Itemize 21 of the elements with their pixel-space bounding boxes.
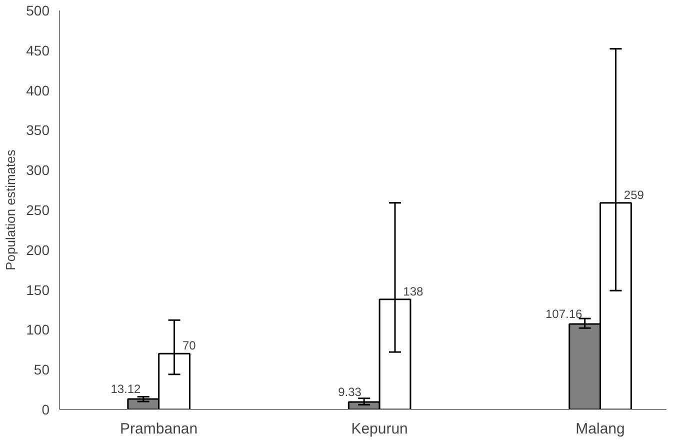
y-tick-label: 150 (26, 282, 50, 298)
x-tick-label: Kepurun (351, 420, 408, 438)
y-tick-label: 0 (42, 402, 50, 418)
y-tick-label: 200 (26, 242, 50, 258)
y-tick-label: 450 (26, 42, 50, 58)
x-tick-label: Prambanan (120, 420, 198, 438)
data-label: 13.12 (110, 382, 142, 396)
y-tick-label: 100 (26, 322, 50, 338)
y-tick-label: 500 (26, 2, 50, 18)
data-label: 9.33 (338, 385, 362, 400)
y-tick-label: 300 (26, 162, 50, 178)
data-label: 70 (182, 338, 196, 353)
y-axis-title: Population estimates (3, 149, 18, 270)
y-tick-label: 250 (26, 202, 50, 218)
data-label: 107.16 (545, 306, 583, 321)
y-tick-label: 400 (26, 82, 50, 98)
data-label: 138 (403, 284, 424, 298)
y-tick-label: 350 (26, 122, 50, 138)
x-tick-label: Malang (576, 420, 625, 438)
data-label: 259 (624, 188, 644, 202)
y-tick-label: 50 (34, 362, 50, 378)
